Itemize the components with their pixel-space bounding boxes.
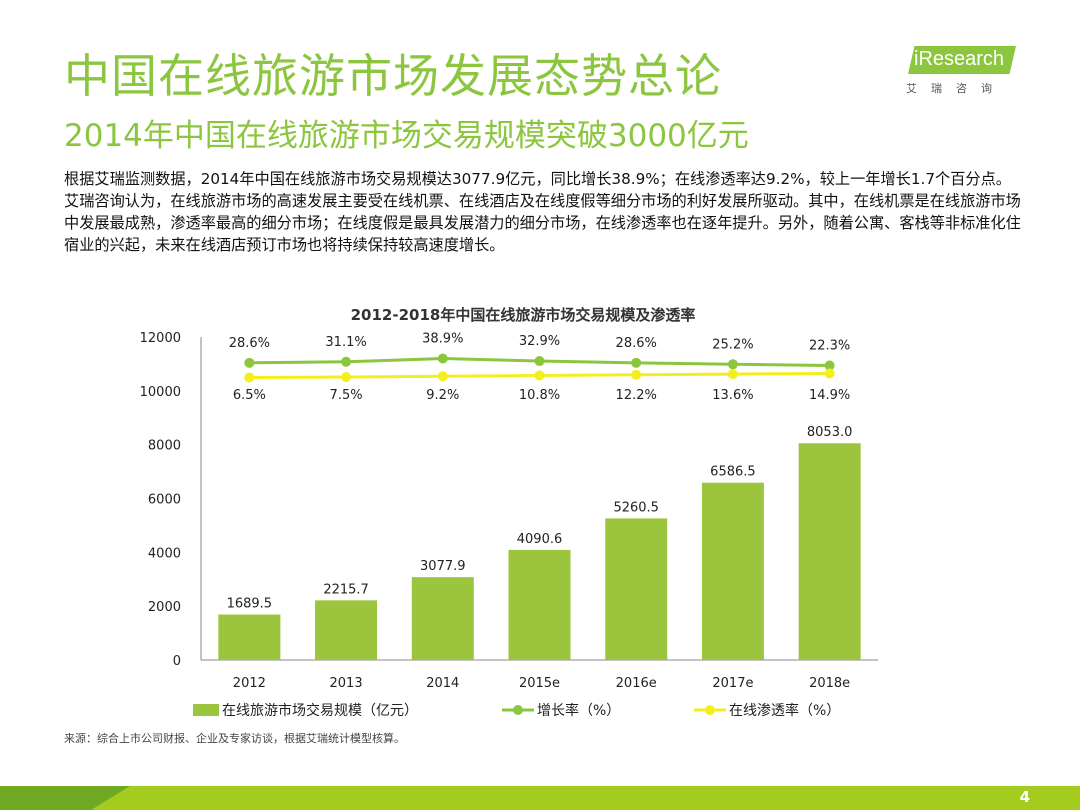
penetration-rate-label: 7.5%: [330, 388, 363, 403]
logo-badge: [908, 46, 1016, 74]
summary-paragraph-2: 艾瑞咨询认为，在线旅游市场的高速发展主要受在线机票、在线酒店及在线度假等细分市场…: [64, 192, 1021, 254]
penetration-rate-label: 14.9%: [809, 388, 850, 403]
x-tick-label: 2016e: [616, 676, 657, 691]
growth-rate-point: [341, 356, 352, 367]
page-subtitle: 2014年中国在线旅游市场交易规模突破3000亿元: [64, 118, 749, 154]
x-tick-label: 2014: [426, 676, 459, 691]
y-tick-label: 0: [173, 654, 181, 669]
penetration-rate-label: 9.2%: [426, 388, 459, 403]
footer-bar: [0, 786, 1080, 810]
legend-growth-label: 增长率（%）: [537, 702, 620, 719]
market-chart: 2012-2018年中国在线旅游市场交易规模及渗透率 0 2000 4000 6000 8…: [140, 306, 878, 719]
summary-paragraph-1: 根据艾瑞监测数据，2014年中国在线旅游市场交易规模达3077.9亿元，同比增长…: [64, 170, 1011, 188]
legend-growth-marker: [513, 705, 523, 715]
penetration-rate-point: [534, 370, 545, 381]
bar-value-label: 2215.7: [323, 582, 369, 597]
legend-bar-swatch: [193, 704, 219, 716]
summary-text: 根据艾瑞监测数据，2014年中国在线旅游市场交易规模达3077.9亿元，同比增长…: [64, 168, 1034, 256]
penetration-rate-point: [437, 371, 448, 382]
page-title: 中国在线旅游市场发展态势总论: [64, 49, 722, 103]
bar: [218, 614, 281, 660]
bar-value-label: 8053.0: [807, 425, 853, 440]
growth-rate-point: [437, 353, 448, 364]
growth-rate-point: [534, 356, 545, 367]
bar: [605, 518, 668, 660]
growth-rate-label: 25.2%: [712, 337, 753, 352]
bar-value-label: 1689.5: [227, 597, 273, 612]
bar-value-label: 6586.5: [710, 465, 756, 480]
x-tick-label: 2015e: [519, 676, 560, 691]
chart-title: 2012-2018年中国在线旅游市场交易规模及渗透率: [351, 306, 696, 324]
growth-rate-point: [727, 359, 738, 370]
penetration-rate-label: 6.5%: [233, 388, 266, 403]
x-tick-label: 2012: [233, 676, 266, 691]
legend-penetration-marker: [705, 705, 715, 715]
growth-rate-point: [631, 357, 642, 368]
growth-rate-label: 31.1%: [325, 335, 366, 350]
y-tick-label: 2000: [148, 600, 181, 615]
growth-rate-label: 38.9%: [422, 332, 463, 347]
bar-value-label: 4090.6: [517, 532, 563, 547]
logo-subtext: 艾瑞咨询: [906, 82, 1006, 95]
growth-rate-label: 32.9%: [519, 334, 560, 349]
y-tick-label: 12000: [140, 331, 181, 346]
bar: [411, 577, 474, 660]
logo-text: iResearch: [914, 48, 1005, 70]
y-tick-label: 10000: [140, 385, 181, 400]
y-tick-label: 6000: [148, 493, 181, 508]
penetration-rate-point: [341, 372, 352, 383]
penetration-rate-point: [727, 369, 738, 380]
growth-rate-point: [244, 357, 255, 368]
penetration-rate-point: [244, 372, 255, 383]
y-tick-label: 8000: [148, 439, 181, 454]
penetration-rate-point: [631, 369, 642, 380]
bar: [508, 549, 571, 660]
growth-rate-label: 28.6%: [616, 336, 657, 351]
y-tick-label: 4000: [148, 546, 181, 561]
x-tick-label: 2018e: [809, 676, 850, 691]
source-note: 来源：综合上市公司财报、企业及专家访谈，根据艾瑞统计模型核算。: [64, 732, 405, 745]
bar-value-label: 3077.9: [420, 559, 466, 574]
bar: [798, 443, 861, 660]
legend-bar-label: 在线旅游市场交易规模（亿元）: [222, 702, 418, 719]
bar: [701, 482, 764, 660]
legend-penetration-label: 在线渗透率（%）: [729, 702, 840, 719]
page-number: 4: [1019, 788, 1030, 806]
penetration-rate-label: 10.8%: [519, 388, 560, 403]
growth-rate-point: [824, 360, 835, 371]
bar-value-label: 5260.5: [613, 500, 659, 515]
penetration-rate-point: [824, 368, 835, 379]
growth-rate-label: 28.6%: [229, 336, 270, 351]
iresearch-logo: iResearch 艾瑞咨询: [906, 44, 1018, 104]
bar: [315, 600, 378, 660]
x-tick-label: 2017e: [712, 676, 753, 691]
penetration-rate-label: 13.6%: [712, 388, 753, 403]
x-tick-label: 2013: [330, 676, 363, 691]
penetration-rate-label: 12.2%: [616, 388, 657, 403]
growth-rate-label: 22.3%: [809, 339, 850, 354]
